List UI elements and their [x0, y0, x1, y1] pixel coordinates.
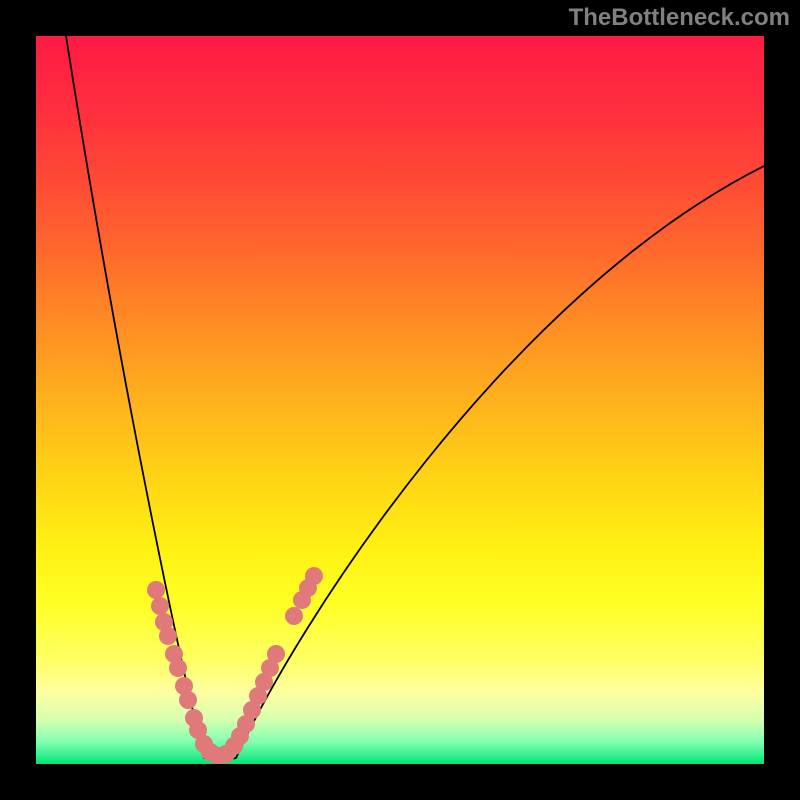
watermark-text: TheBottleneck.com — [569, 4, 790, 32]
chart-svg — [36, 36, 764, 764]
data-marker — [179, 691, 197, 709]
data-marker — [285, 607, 303, 625]
gradient-background — [36, 36, 764, 764]
data-marker — [305, 567, 323, 585]
data-marker — [267, 645, 285, 663]
data-marker — [169, 659, 187, 677]
data-marker — [147, 581, 165, 599]
plot-area — [36, 36, 764, 764]
data-marker — [151, 597, 169, 615]
data-marker — [159, 627, 177, 645]
chart-container: TheBottleneck.com — [0, 0, 800, 800]
